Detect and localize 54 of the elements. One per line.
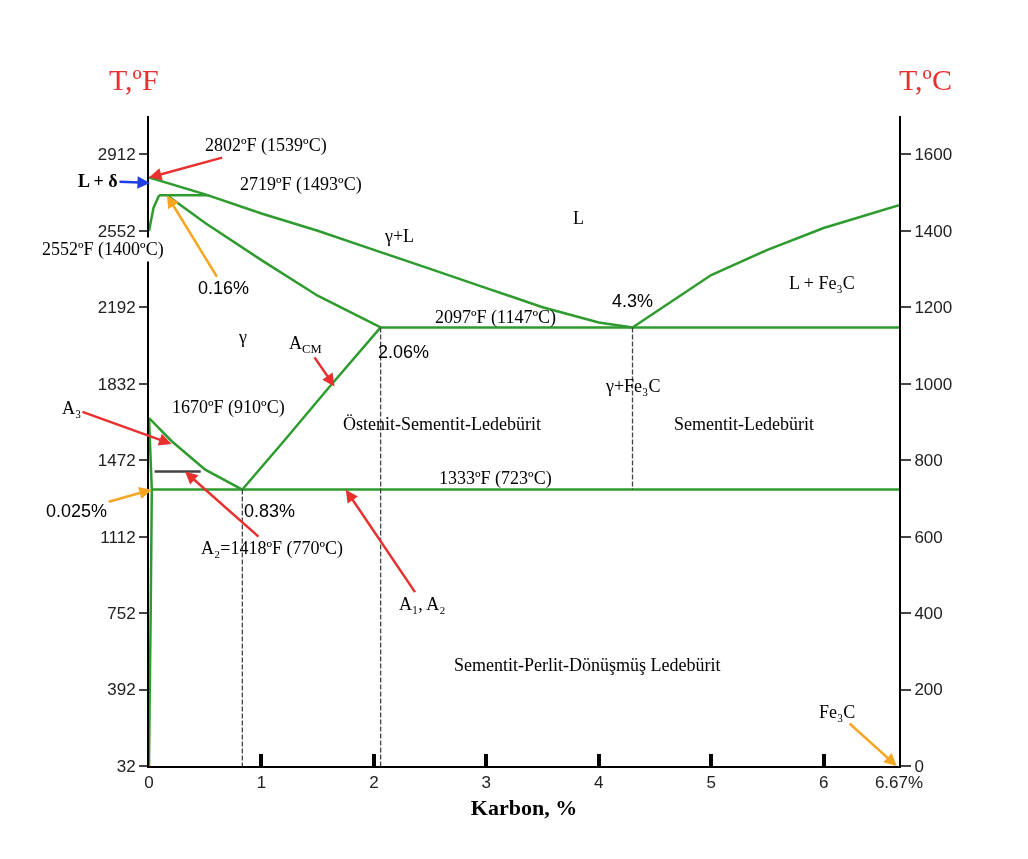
annotation: Fe₃C bbox=[819, 702, 856, 722]
annotation: A₂=1418ºF (770ºC) bbox=[201, 538, 344, 559]
y2-tick-label: 1000 bbox=[914, 374, 953, 394]
y2-axis-title: T,ºC bbox=[899, 63, 952, 96]
y2-tick-label: 1200 bbox=[914, 298, 953, 318]
y-tick-label: 1112 bbox=[100, 527, 136, 547]
annotation: γ bbox=[238, 327, 247, 347]
annotation: 0.83% bbox=[244, 501, 296, 521]
annotation: γ+L bbox=[384, 226, 415, 246]
annotation: 2552ºF (1400ºC) bbox=[42, 239, 164, 260]
annotation: 0.025% bbox=[46, 501, 108, 521]
annotation: 1333ºF (723ºC) bbox=[439, 468, 552, 489]
annotation: γ+Fe₃C bbox=[605, 376, 661, 396]
x-axis-title: Karbon, % bbox=[470, 794, 578, 820]
y2-tick-label: 200 bbox=[914, 680, 943, 700]
annotation: 4.3% bbox=[612, 291, 654, 311]
annotation: L + Fe₃C bbox=[789, 273, 855, 293]
y-tick-label: 1832 bbox=[97, 374, 136, 394]
annotation: A₃ bbox=[62, 398, 82, 418]
x-tick-label: 2 bbox=[369, 773, 379, 793]
annotation: A$_{CM}$ bbox=[289, 333, 322, 356]
y2-tick-label: 0 bbox=[914, 756, 924, 776]
annotation: 2.06% bbox=[378, 342, 430, 362]
y-tick-label: 1472 bbox=[97, 451, 136, 471]
annotation: A₁, A₂ bbox=[399, 594, 446, 614]
x-tick-label: 4 bbox=[594, 773, 604, 793]
annotation: 0.16% bbox=[198, 278, 250, 298]
x-tick-label: 1 bbox=[256, 773, 267, 793]
y-tick-label: 2912 bbox=[97, 145, 136, 165]
x-tick-label: 5 bbox=[706, 773, 716, 793]
annotation: 2802ºF (1539ºC) bbox=[205, 135, 327, 156]
x-tick-label: 3 bbox=[481, 773, 492, 793]
annotation: L bbox=[573, 208, 584, 228]
annotation: Östenit-Sementit-Ledebürit bbox=[343, 414, 541, 434]
y2-tick-label: 600 bbox=[914, 527, 943, 547]
y2-tick-label: 400 bbox=[914, 604, 943, 624]
y-tick-label: 392 bbox=[107, 680, 136, 700]
y-tick-label: 2192 bbox=[97, 298, 136, 318]
annotation: 1670ºF (910ºC) bbox=[172, 397, 285, 418]
y-tick-label: 2552 bbox=[97, 221, 136, 241]
y2-tick-label: 800 bbox=[914, 451, 943, 471]
y-axis-title: T,ºF bbox=[109, 63, 159, 96]
y2-tick-label: 1600 bbox=[914, 145, 953, 165]
annotation: Sementit-Perlit-Dönüşmüş Ledebürit bbox=[454, 655, 721, 675]
annotation: 2719ºF (1493ºC) bbox=[240, 174, 362, 195]
x-tick-label: 6 bbox=[818, 773, 829, 793]
text: L + δ bbox=[78, 171, 118, 191]
annotation: Sementit-Ledebürit bbox=[674, 414, 814, 434]
y-tick-label: 752 bbox=[107, 604, 136, 624]
y2-tick-label: 1400 bbox=[914, 221, 953, 241]
x-tick-label: 0 bbox=[144, 773, 154, 793]
x-tick-label: 6.67% bbox=[874, 773, 924, 793]
y-tick-label: 32 bbox=[116, 756, 136, 776]
annotation: 2097ºF (1147ºC) bbox=[435, 307, 556, 328]
